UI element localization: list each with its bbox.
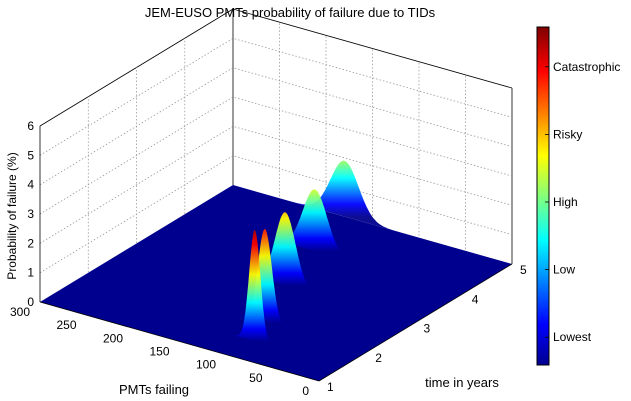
z-gridline: [39, 37, 513, 156]
colorbar-tick-label: Low: [553, 263, 575, 277]
surface-layer: [40, 160, 512, 381]
axis-line: [318, 263, 513, 382]
y-tick-label: 4: [472, 292, 479, 306]
z-tick-label: 4: [27, 178, 34, 192]
colorbar-tick-label: Catastrophic: [553, 60, 620, 74]
z-tick-label: 1: [27, 266, 34, 280]
y-gridline: [136, 67, 416, 323]
y-gridline: [87, 96, 368, 353]
x-tick-label: 0: [302, 384, 309, 398]
colorbar: [536, 26, 550, 366]
colorbar-tick-label: High: [553, 195, 578, 209]
x-tick-label: 100: [196, 358, 216, 372]
surface-slice: [266, 189, 364, 265]
surface-slice: [288, 160, 401, 233]
colorbar-tick-label: Risky: [553, 127, 582, 141]
y-tick-label: 2: [375, 351, 382, 365]
z-tick-label: 2: [27, 236, 34, 250]
z-tick-label: 6: [27, 119, 34, 133]
x-tick-label: 200: [103, 331, 123, 345]
z-tick-label: 3: [27, 207, 34, 221]
x-gridline: [225, 61, 420, 356]
y-tick-label: 1: [327, 380, 334, 394]
x-gridline: [272, 74, 466, 369]
surface-floor: [40, 185, 512, 381]
grid-layer: [39, 8, 513, 369]
colorbar-tick-label: Lowest: [553, 330, 592, 344]
z-gridline: [39, 96, 513, 215]
x-tick-label: 300: [10, 305, 30, 319]
x-gridline: [179, 48, 373, 342]
z-tick-label: 0: [27, 295, 34, 309]
axis-line: [39, 301, 320, 382]
y-tick-label: 5: [520, 263, 527, 277]
x-tick-label: 150: [149, 345, 169, 359]
z-gridline: [39, 67, 513, 186]
x-gridline: [132, 35, 327, 329]
z-axis-label: Probability of failure (%): [5, 152, 19, 279]
wall-edge: [232, 8, 513, 89]
z-tick-label: 5: [27, 148, 34, 162]
x-tick-label: 50: [249, 371, 263, 385]
colorbar-ticks: Lowest Low High Risky Catastrophic: [545, 60, 620, 344]
chart-title: JEM-EUSO PMTs probability of failure due…: [145, 5, 436, 20]
surface-slice: [237, 228, 293, 331]
x-gridline: [86, 22, 280, 316]
y-tick-label: 3: [424, 322, 431, 336]
x-axis-label: PMTs failing: [119, 382, 189, 397]
y-gridline: [184, 38, 464, 294]
surface-slice: [232, 229, 278, 348]
y-axis-label: time in years: [425, 375, 499, 390]
x-tick-label: 250: [56, 318, 76, 332]
